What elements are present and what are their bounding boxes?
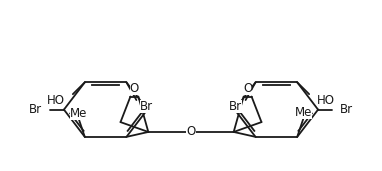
Text: Br: Br xyxy=(140,100,154,113)
Text: O: O xyxy=(186,126,196,139)
Text: HO: HO xyxy=(317,94,335,107)
Text: O: O xyxy=(243,82,252,95)
Text: Me: Me xyxy=(295,106,312,119)
Text: Br: Br xyxy=(340,103,353,116)
Text: O: O xyxy=(130,82,139,95)
Text: HO: HO xyxy=(47,94,65,107)
Text: Br: Br xyxy=(29,103,42,116)
Text: Me: Me xyxy=(70,107,87,120)
Text: Br: Br xyxy=(228,100,242,113)
